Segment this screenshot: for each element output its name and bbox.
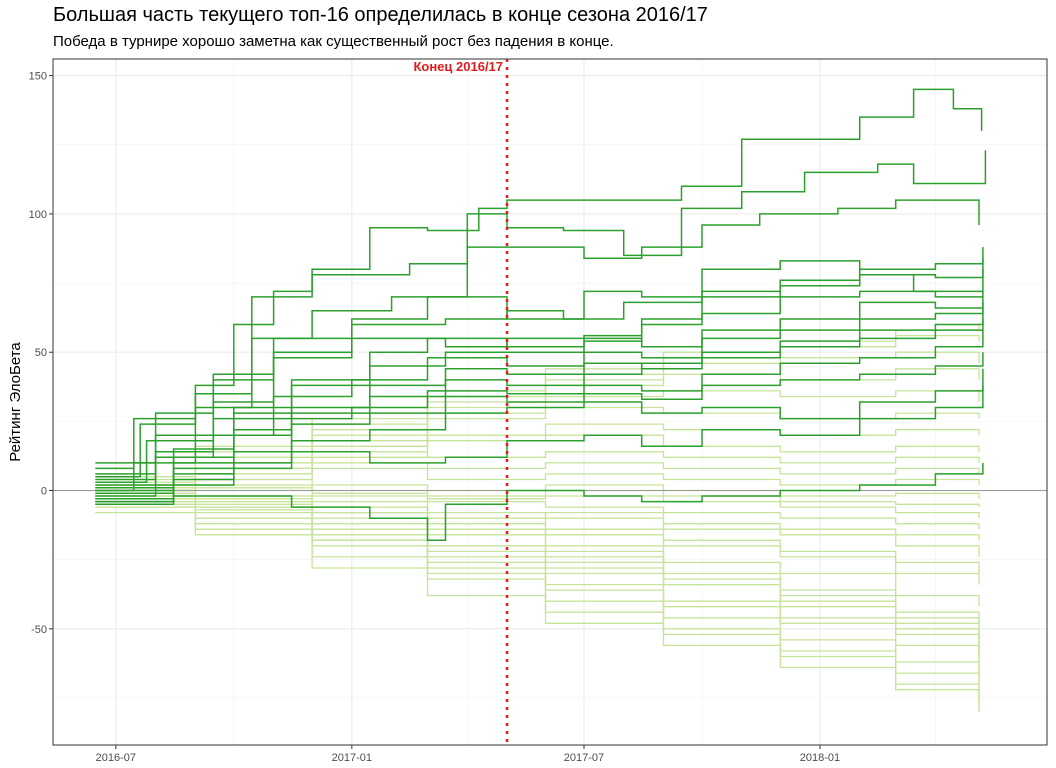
y-tick-label: -50 <box>31 624 47 636</box>
other-player-line <box>95 511 980 640</box>
top16-player-line <box>95 199 980 492</box>
chart-subtitle: Победа в турнире хорошо заметна как суще… <box>53 33 614 50</box>
top16-player-line <box>95 385 984 503</box>
x-tick-label: 2017-07 <box>564 752 604 764</box>
other-player-line <box>95 324 980 478</box>
top16-player-line <box>95 462 984 542</box>
other-player-line <box>95 462 980 497</box>
y-axis-label: Рейтинг ЭлоБета <box>7 342 24 462</box>
other-player-line <box>95 489 980 668</box>
top16-player-line <box>95 368 984 489</box>
axes: -50 0 50 100 150 2016-07 2017-01 2017-07 2018-01… <box>29 58 1048 764</box>
other-player-line <box>95 492 980 624</box>
chart-title: Большая часть текущего топ-16 определила… <box>53 4 708 26</box>
x-tick-label: 2018-01 <box>800 752 840 764</box>
y-tick-label: 50 <box>35 347 47 359</box>
other-player-line <box>95 503 980 541</box>
plot-border <box>52 58 1048 746</box>
x-tick-label: 2016-07 <box>96 752 136 764</box>
x-tick-label: 2017-01 <box>332 752 372 764</box>
top16-player-line <box>95 296 984 492</box>
y-tick-label: 100 <box>29 209 47 221</box>
other-player-line <box>95 495 980 574</box>
season-end-label: Конец 2016/17 <box>413 59 503 74</box>
other-player-line <box>95 506 980 707</box>
top16-lines <box>95 88 987 542</box>
y-tick-label: 150 <box>29 71 47 83</box>
y-tick-label: 0 <box>41 486 47 498</box>
top16-player-line <box>95 88 983 470</box>
